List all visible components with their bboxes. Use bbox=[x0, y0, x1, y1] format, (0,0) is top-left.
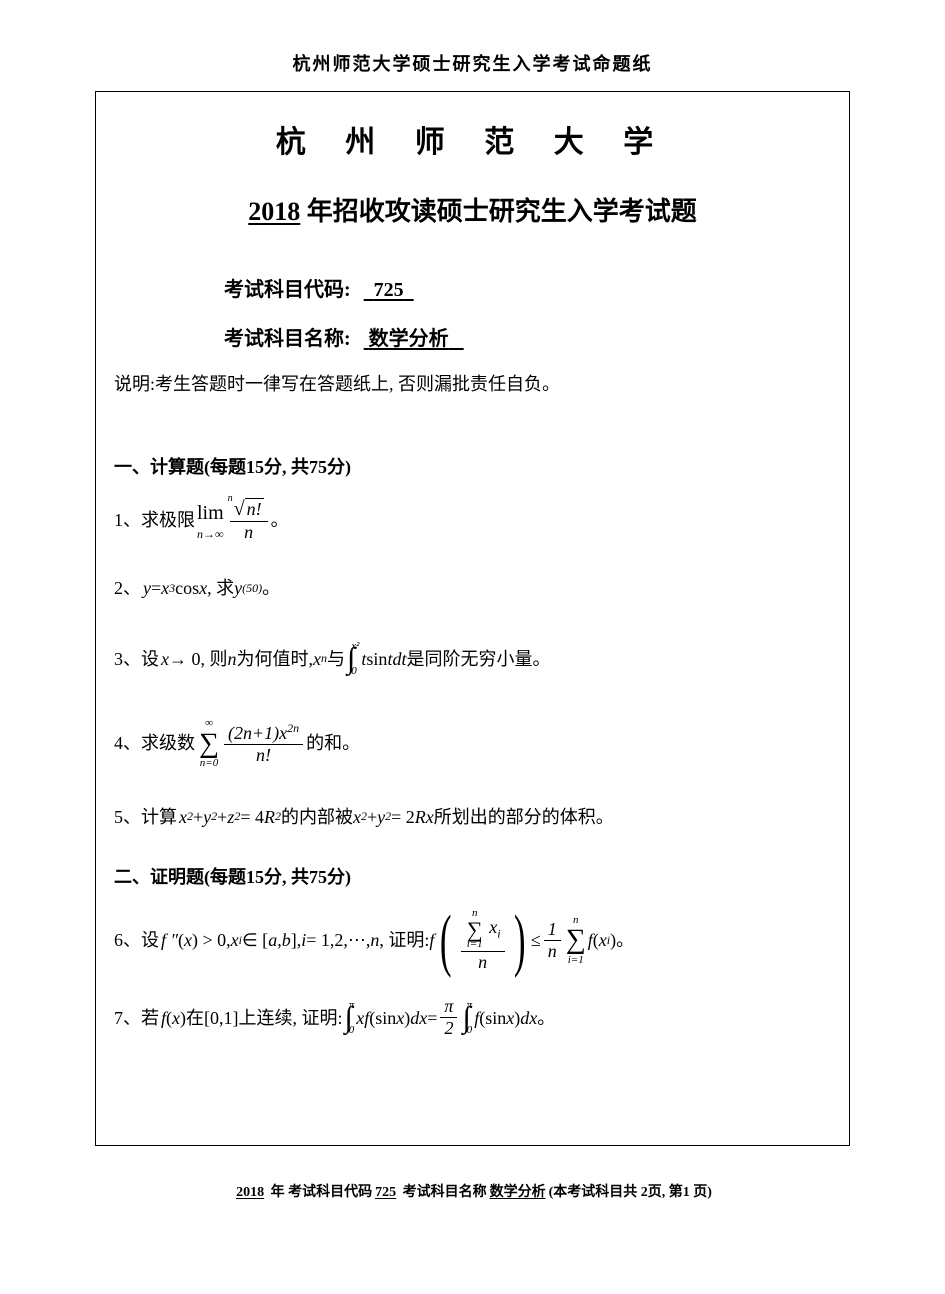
q4-post: 的和。 bbox=[306, 729, 360, 758]
section-1-title: 一、计算题(每题15分, 共75分) bbox=[114, 453, 831, 479]
subject-name: 数学分析 bbox=[356, 328, 472, 350]
instruction: 说明:考生答题时一律写在答题纸上, 否则漏批责任自负。 bbox=[114, 371, 831, 398]
sum-symbol: ∞ ∑ n=0 bbox=[199, 715, 219, 773]
big-paren: ( n∑i=1 xi n ) bbox=[434, 907, 530, 974]
q6-post: 。 bbox=[616, 926, 634, 955]
q3-prefix: 3、设 bbox=[114, 645, 159, 674]
q1-prefix: 1、求极限 bbox=[114, 506, 195, 535]
q2-prefix: 2、 bbox=[114, 574, 141, 603]
question-1: 1、求极限 lim n→∞ n√n! n 。 bbox=[114, 497, 831, 544]
q1-post: 。 bbox=[271, 506, 289, 535]
q7-post: 。 bbox=[537, 1004, 555, 1033]
q4-prefix: 4、求级数 bbox=[114, 729, 195, 758]
q3-m1: , 则 bbox=[201, 645, 228, 674]
page-footer: 2018 年 考试科目代码725 考试科目名称数学分析(本考试科目共 2页, 第… bbox=[95, 1181, 850, 1201]
exam-box: 杭 州 师 范 大 学 2018 年招收攻读硕士研究生入学考试题 考试科目代码:… bbox=[95, 91, 850, 1146]
fraction: n√n! n bbox=[230, 497, 268, 544]
footer-year: 2018 bbox=[233, 1185, 267, 1200]
footer-name: 数学分析 bbox=[487, 1185, 549, 1200]
q6-m3: , 证明: bbox=[379, 926, 429, 955]
q7-prefix: 7、若 bbox=[114, 1004, 159, 1033]
question-2: 2、 y = x3 cos x , 求 y(50) 。 bbox=[114, 574, 831, 603]
exam-year: 2018 bbox=[248, 197, 300, 226]
question-5: 5、计算 x2 + y2 + z2 = 4R2 的内部被 x2 + y2 = 2… bbox=[114, 803, 831, 832]
footer-t1: 年 考试科目代码 bbox=[267, 1185, 372, 1200]
exam-title-rest: 年招收攻读硕士研究生入学考试题 bbox=[300, 197, 697, 226]
q2-mid: , 求 bbox=[207, 574, 234, 603]
question-6: 6、设 f ″(x) > 0 , xi ∈ [a,b] , i = 1,2,⋯,… bbox=[114, 907, 831, 974]
integral: ∫ x²0 bbox=[347, 635, 359, 683]
question-3: 3、设 x → 0 , 则 n 为何值时, xn 与 ∫ x²0 t sin t… bbox=[114, 635, 831, 683]
q5-post: 所划出的部分的体积。 bbox=[434, 803, 614, 832]
page-header: 杭州师范大学硕士研究生入学考试命题纸 bbox=[95, 50, 850, 76]
q3-post: 是同阶无穷小量。 bbox=[406, 645, 550, 674]
q6-prefix: 6、设 bbox=[114, 926, 159, 955]
limit-symbol: lim n→∞ bbox=[197, 497, 224, 544]
fraction-q4: (2n+1)x2n n! bbox=[224, 721, 303, 767]
footer-t3: (本考试科目共 2页, 第1 页) bbox=[549, 1185, 712, 1200]
question-7: 7、若 f (x) 在 [0,1] 上连续, 证明: ∫π0 xf (sin x… bbox=[114, 994, 831, 1042]
section-2-title: 二、证明题(每题15分, 共75分) bbox=[114, 863, 831, 889]
q7-m1: 在 bbox=[186, 1004, 204, 1033]
q5-mid: 的内部被 bbox=[281, 803, 353, 832]
question-4: 4、求级数 ∞ ∑ n=0 (2n+1)x2n n! 的和。 bbox=[114, 715, 831, 773]
exam-title: 2018 年招收攻读硕士研究生入学考试题 bbox=[114, 191, 831, 228]
q3-m3: 与 bbox=[327, 645, 345, 674]
q2-post: 。 bbox=[262, 574, 280, 603]
subject-code: 725 bbox=[356, 279, 422, 301]
q3-m2: 为何值时, bbox=[237, 645, 314, 674]
subject-code-line: 考试科目代码: 725 bbox=[224, 273, 831, 302]
subject-name-label: 考试科目名称: bbox=[224, 328, 351, 350]
subject-code-label: 考试科目代码: bbox=[224, 279, 351, 301]
q5-prefix: 5、计算 bbox=[114, 803, 177, 832]
info-block: 考试科目代码: 725 考试科目名称: 数学分析 bbox=[224, 273, 831, 351]
footer-t2: 考试科目名称 bbox=[399, 1185, 487, 1200]
footer-code: 725 bbox=[372, 1185, 399, 1200]
q7-m2: 上连续, 证明: bbox=[239, 1004, 343, 1033]
subject-name-line: 考试科目名称: 数学分析 bbox=[224, 322, 831, 351]
university-name: 杭 州 师 范 大 学 bbox=[114, 117, 831, 161]
